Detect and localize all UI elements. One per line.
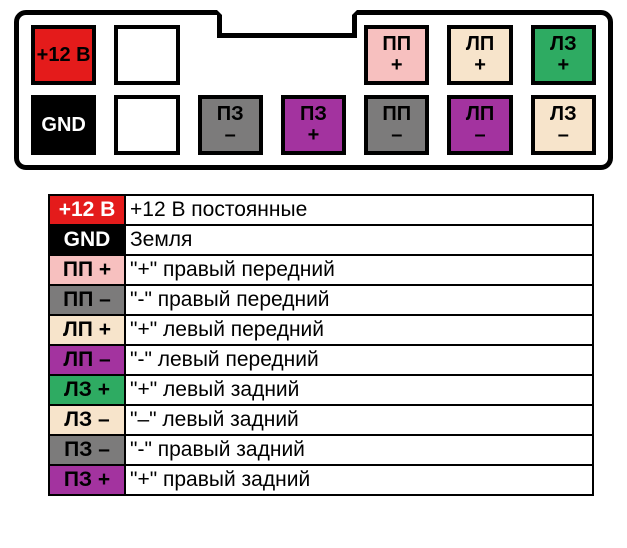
- legend-desc: "-" правый задний: [125, 435, 593, 465]
- legend-row: ПП +"+" правый передний: [49, 255, 593, 285]
- legend-row: GNDЗемля: [49, 225, 593, 255]
- pin-sublabel: –: [474, 125, 485, 146]
- legend-code: +12 В: [49, 195, 125, 225]
- legend-code: ЛЗ –: [49, 405, 125, 435]
- pin: ПЗ+: [281, 95, 346, 155]
- pin: ПП–: [364, 95, 429, 155]
- legend-row: ЛЗ –"–" левый задний: [49, 405, 593, 435]
- legend-code: ПЗ +: [49, 465, 125, 495]
- pin-sublabel: +: [391, 55, 403, 76]
- connector-diagram: +12 ВПП+ЛП+ЛЗ+ GNDПЗ–ПЗ+ПП–ЛП–ЛЗ–: [14, 10, 613, 170]
- legend-row: ПЗ +"+" правый задний: [49, 465, 593, 495]
- legend-code: ПП +: [49, 255, 125, 285]
- legend-row: ПЗ –"-" правый задний: [49, 435, 593, 465]
- pin-sublabel: –: [225, 125, 236, 146]
- connector-notch: [217, 10, 357, 38]
- legend-row: ЛП +"+" левый передний: [49, 315, 593, 345]
- pin-row-bottom: GNDПЗ–ПЗ+ПП–ЛП–ЛЗ–: [31, 95, 596, 155]
- legend-desc: "-" правый передний: [125, 285, 593, 315]
- pin: ЛЗ–: [531, 95, 596, 155]
- pin-label: ЛЗ: [550, 34, 577, 55]
- pin: ЛП–: [447, 95, 512, 155]
- pin: ПП+: [364, 25, 429, 85]
- pin-label: ПЗ: [300, 104, 327, 125]
- legend-row: +12 В+12 В постоянные: [49, 195, 593, 225]
- legend-desc: "–" левый задний: [125, 405, 593, 435]
- legend-row: ПП –"-" правый передний: [49, 285, 593, 315]
- pin-label: ПП: [382, 34, 411, 55]
- pin: ЛП+: [447, 25, 512, 85]
- legend-code: ЛП +: [49, 315, 125, 345]
- legend-code: GND: [49, 225, 125, 255]
- pin-label: ПЗ: [217, 104, 244, 125]
- pin-sublabel: –: [391, 125, 402, 146]
- legend-desc: +12 В постоянные: [125, 195, 593, 225]
- pin: GND: [31, 95, 96, 155]
- pin-sublabel: +: [308, 125, 320, 146]
- pin-label: ПП: [382, 104, 411, 125]
- pin: +12 В: [31, 25, 96, 85]
- legend-desc: "-" левый передний: [125, 345, 593, 375]
- pin-label: +12 В: [37, 45, 91, 66]
- pin-label: ЛЗ: [550, 104, 577, 125]
- legend-code: ПП –: [49, 285, 125, 315]
- legend-row: ЛП –"-" левый передний: [49, 345, 593, 375]
- pin-sublabel: +: [557, 55, 569, 76]
- legend-desc: "+" левый передний: [125, 315, 593, 345]
- pin-label: GND: [41, 115, 85, 136]
- legend-code: ЛЗ +: [49, 375, 125, 405]
- pin-sublabel: –: [558, 125, 569, 146]
- pin-label: ЛП: [466, 104, 494, 125]
- pin: ПЗ–: [198, 95, 263, 155]
- legend-code: ЛП –: [49, 345, 125, 375]
- pin: [114, 25, 179, 85]
- legend-row: ЛЗ +"+" левый задний: [49, 375, 593, 405]
- pin: ЛЗ+: [531, 25, 596, 85]
- legend-desc: "+" правый задний: [125, 465, 593, 495]
- legend-desc: "+" правый передний: [125, 255, 593, 285]
- legend-desc: "+" левый задний: [125, 375, 593, 405]
- legend-code: ПЗ –: [49, 435, 125, 465]
- pin-sublabel: +: [474, 55, 486, 76]
- pin: [114, 95, 179, 155]
- legend-desc: Земля: [125, 225, 593, 255]
- pin-label: ЛП: [466, 34, 494, 55]
- legend-table: +12 В+12 В постоянныеGNDЗемляПП +"+" пра…: [48, 194, 594, 496]
